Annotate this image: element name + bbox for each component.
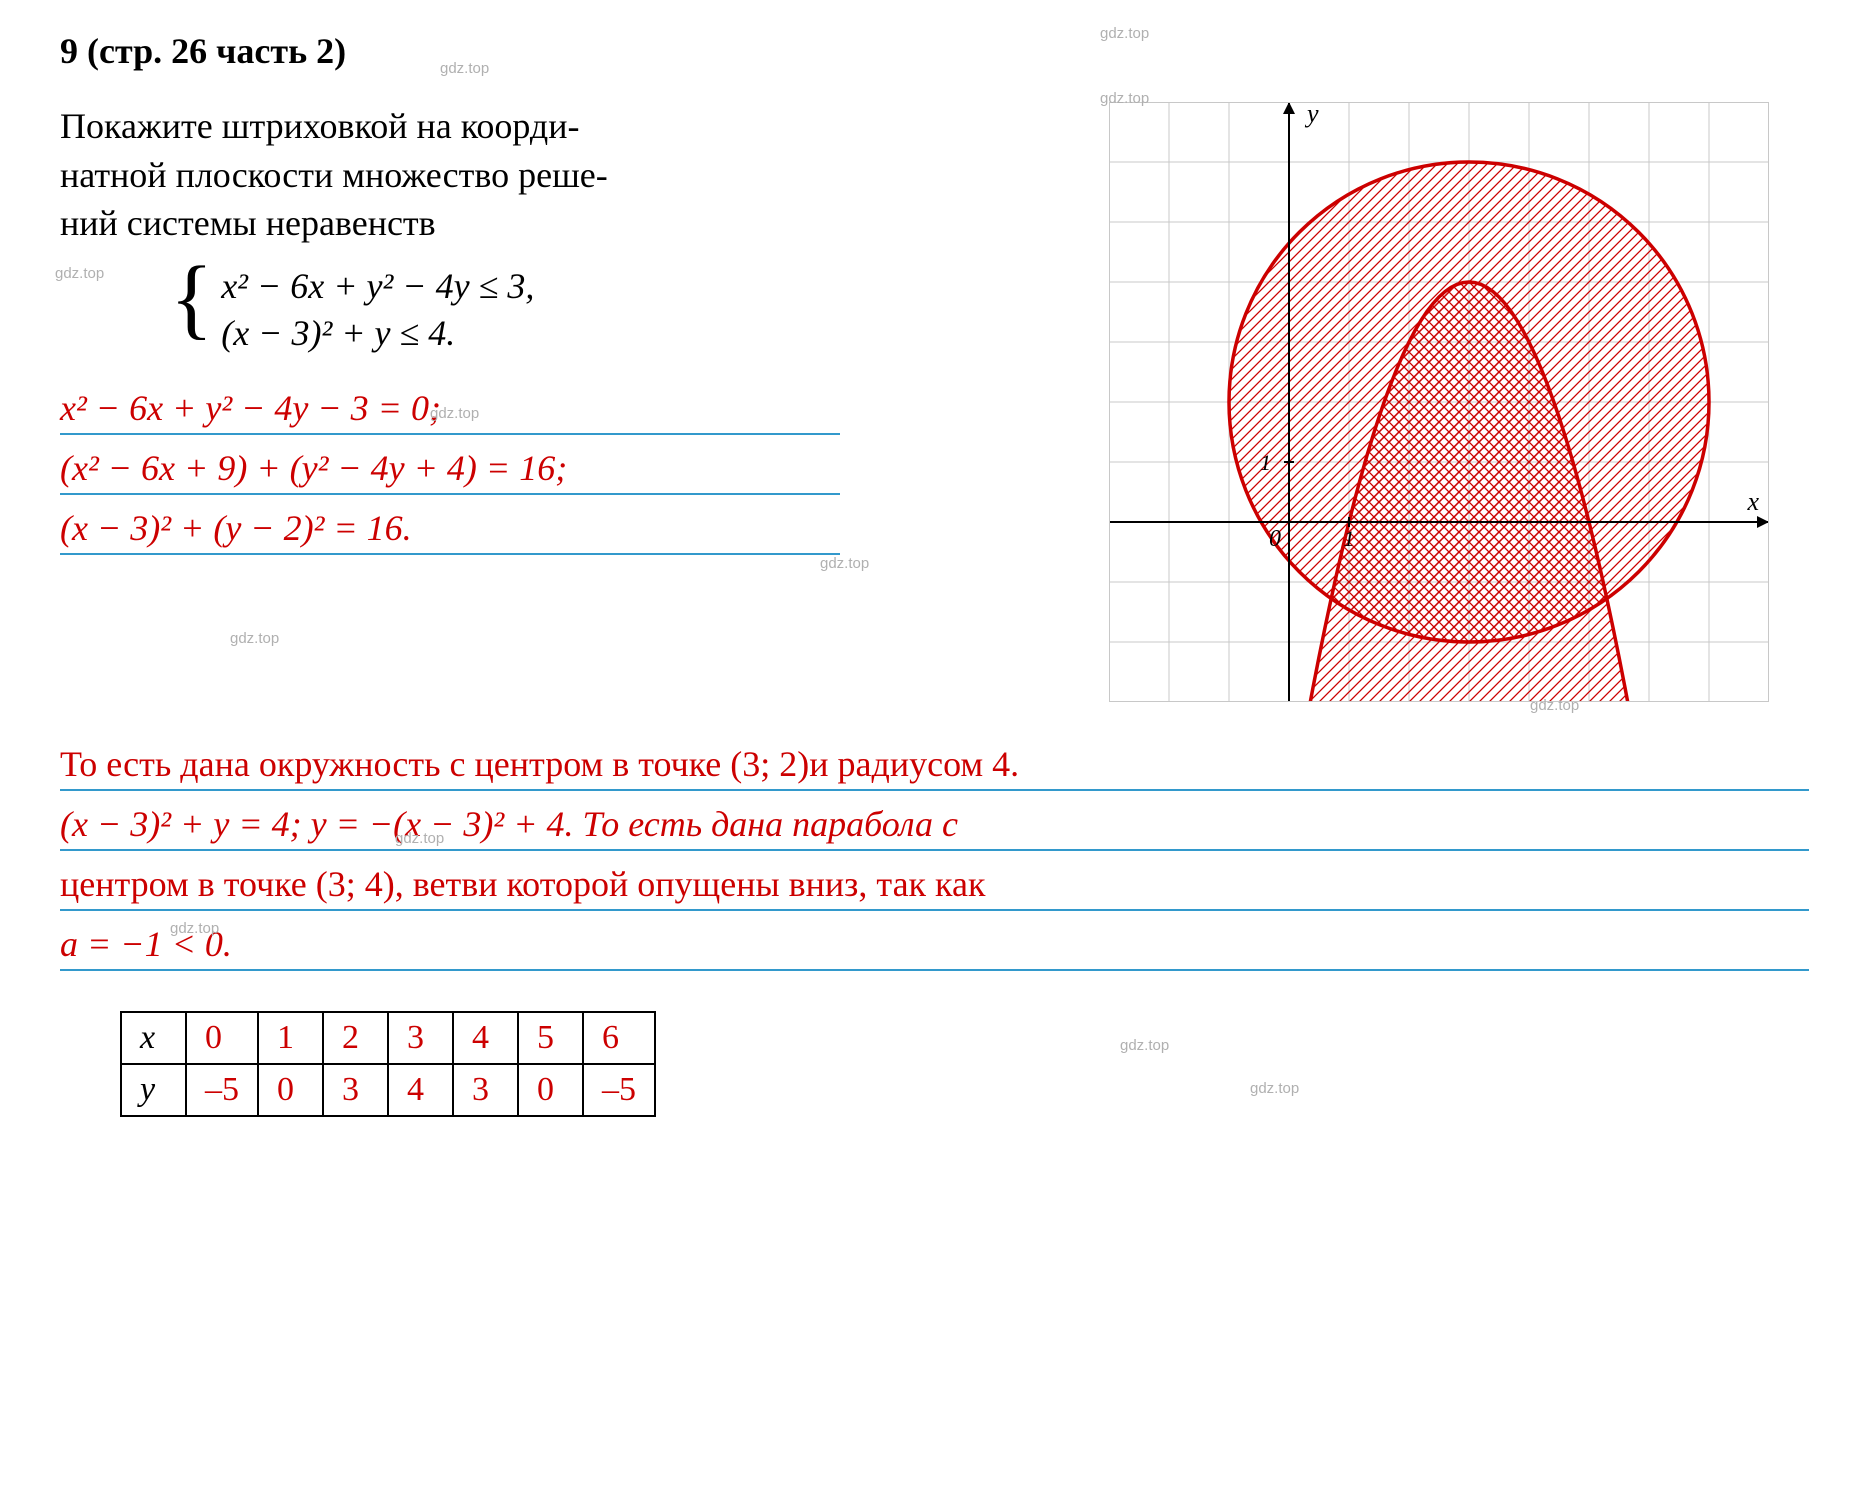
problem-text: Покажите штриховкой на коорди- натной пл… (60, 102, 1079, 248)
wide-red-section: То есть дана окружность с центром в точк… (60, 737, 1809, 971)
x-val-5: 5 (518, 1012, 583, 1064)
x-val-6: 6 (583, 1012, 655, 1064)
svg-text:1: 1 (1260, 450, 1271, 475)
x-header: x (121, 1012, 186, 1064)
svg-text:0: 0 (1269, 526, 1281, 552)
problem-line-3: ний системы неравенств (60, 203, 436, 243)
graph-container: 0 1 1 x y (1109, 102, 1809, 707)
top-section: Покажите штриховкой на коорди- натной пл… (60, 102, 1809, 707)
table-row: y –5 0 3 4 3 0 –5 (121, 1064, 655, 1116)
system-eq-2: (x − 3)² + y ≤ 4. (221, 313, 455, 353)
red-line-2: (x² − 6x + 9) + (y² − 4y + 4) = 16; (60, 441, 840, 495)
x-val-2: 2 (323, 1012, 388, 1064)
problem-column: Покажите штриховкой на коорди- натной пл… (60, 102, 1079, 707)
xy-table: x 0 1 2 3 4 5 6 y –5 0 3 4 3 0 –5 (120, 1011, 656, 1117)
red-line-7: a = −1 < 0. (60, 917, 1809, 971)
x-val-4: 4 (453, 1012, 518, 1064)
svg-text:1: 1 (1344, 526, 1355, 551)
svg-text:y: y (1304, 102, 1319, 128)
y-header: y (121, 1064, 186, 1116)
system-lines: x² − 6x + y² − 4y ≤ 3, (x − 3)² + y ≤ 4. (221, 258, 534, 357)
y-val-1: 0 (258, 1064, 323, 1116)
y-val-2: 3 (323, 1064, 388, 1116)
x-val-0: 0 (186, 1012, 258, 1064)
red-derivation: x² − 6x + y² − 4y − 3 = 0; (x² − 6x + 9)… (60, 381, 1079, 561)
y-val-5: 0 (518, 1064, 583, 1116)
y-val-3: 4 (388, 1064, 453, 1116)
x-val-3: 3 (388, 1012, 453, 1064)
red-line-3: (x − 3)² + (y − 2)² = 16. (60, 501, 840, 555)
red-line-5: (x − 3)² + y = 4; y = −(x − 3)² + 4. То … (60, 797, 1809, 851)
y-val-4: 3 (453, 1064, 518, 1116)
red-line-1: x² − 6x + y² − 4y − 3 = 0; (60, 381, 840, 435)
system-eq-1: x² − 6x + y² − 4y ≤ 3, (221, 266, 534, 306)
red-line-6: центром в точке (3; 4), ветви которой оп… (60, 857, 1809, 911)
watermark: gdz.top (1250, 1080, 1299, 1097)
red-line-4: То есть дана окружность с центром в точк… (60, 737, 1809, 791)
curly-brace: { (170, 258, 213, 357)
y-val-0: –5 (186, 1064, 258, 1116)
problem-line-2: натной плоскости множество реше- (60, 155, 608, 195)
y-val-6: –5 (583, 1064, 655, 1116)
system-container: { x² − 6x + y² − 4y ≤ 3, (x − 3)² + y ≤ … (170, 258, 1079, 357)
table-row: x 0 1 2 3 4 5 6 (121, 1012, 655, 1064)
svg-text:x: x (1746, 487, 1759, 516)
watermark: gdz.top (1120, 1037, 1169, 1054)
graph-svg: 0 1 1 x y (1109, 102, 1769, 702)
problem-line-1: Покажите штриховкой на коорди- (60, 106, 580, 146)
page-title: 9 (стр. 26 часть 2) (60, 30, 1809, 72)
x-val-1: 1 (258, 1012, 323, 1064)
